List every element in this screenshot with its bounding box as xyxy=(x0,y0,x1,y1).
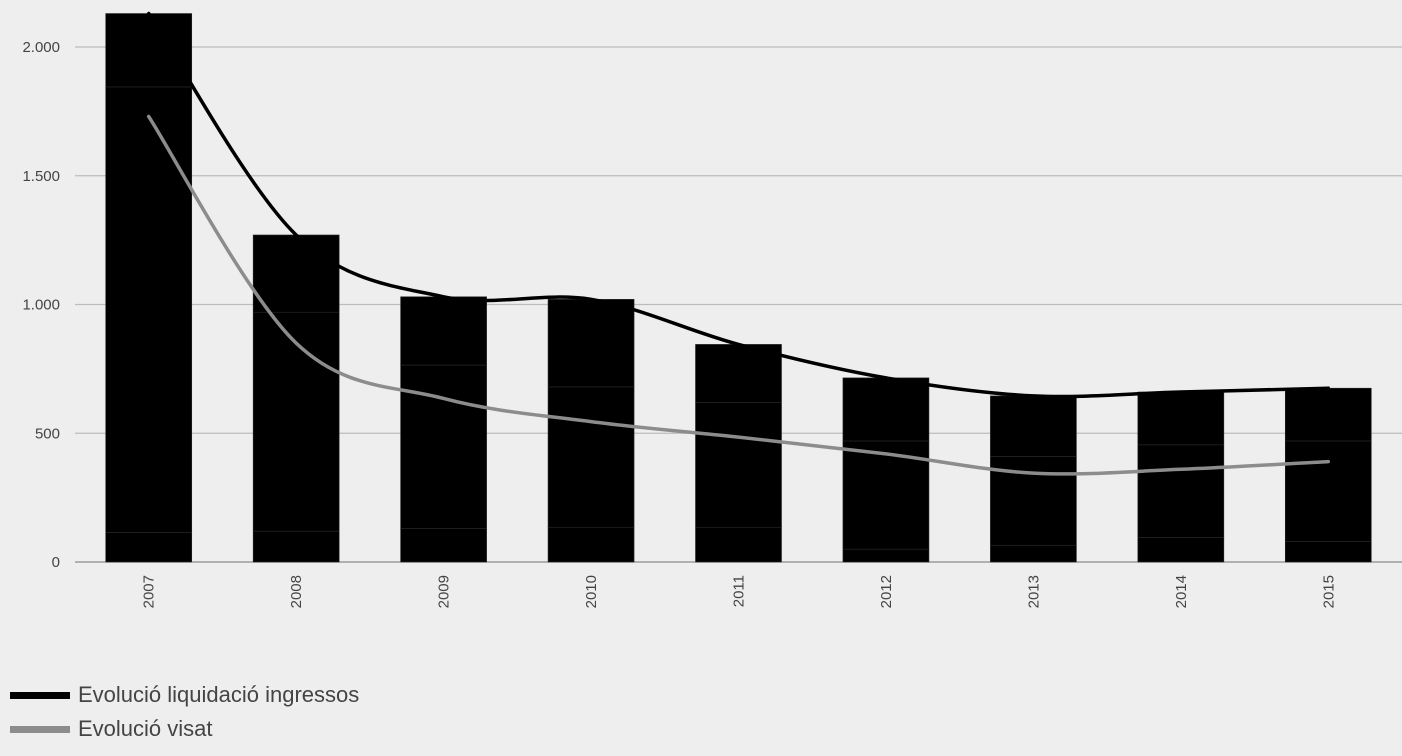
series-line-visat xyxy=(146,114,1331,476)
bar-segment xyxy=(842,548,930,563)
legend-label-visat: Evolució visat xyxy=(78,716,213,741)
bar-segment xyxy=(842,377,930,442)
chart: 0 500 1.000 1.500 2.000 2007 2008 2009 2010 2011… xyxy=(22,11,1402,608)
x-tick-label: 2007 xyxy=(141,575,158,608)
y-tick-label: 0 xyxy=(52,554,60,571)
bar-segment xyxy=(252,311,340,532)
legend-swatch-visat xyxy=(10,725,70,733)
series-line-liquidacio xyxy=(146,11,1331,399)
bar-segment xyxy=(695,344,782,403)
bar-segment xyxy=(400,528,487,563)
bar-segment xyxy=(1137,444,1225,538)
bar-segment xyxy=(252,530,340,563)
bar xyxy=(842,377,930,563)
bar-segment xyxy=(105,532,193,563)
bar xyxy=(695,344,782,563)
series-lines xyxy=(146,11,1331,476)
bar xyxy=(990,395,1077,563)
bar-segment xyxy=(1137,537,1225,563)
legend-item-visat: Evolució visat xyxy=(10,712,359,746)
bar-segment xyxy=(547,299,635,388)
bar-segment xyxy=(695,526,782,563)
y-tick-label: 500 xyxy=(35,425,60,442)
bar-segment xyxy=(695,402,782,528)
bar-segment xyxy=(1137,391,1225,446)
bars xyxy=(105,13,1372,563)
bar-segment xyxy=(105,13,193,88)
legend-swatch-liquidacio xyxy=(10,691,70,699)
x-tick-label: 2011 xyxy=(731,575,748,607)
bar xyxy=(400,296,487,563)
bar-segment xyxy=(252,234,340,313)
bar-segment xyxy=(990,395,1077,457)
x-tick-label: 2015 xyxy=(1320,575,1337,608)
y-axis-ticks: 0 500 1.000 1.500 2.000 xyxy=(22,39,60,571)
legend-item-liquidacio: Evolució liquidació ingressos xyxy=(10,678,359,712)
bar xyxy=(105,13,193,563)
x-tick-label: 2009 xyxy=(436,575,453,608)
legend: Evolució liquidació ingressos Evolució v… xyxy=(10,678,359,746)
bar-segment xyxy=(1284,387,1372,442)
bar xyxy=(1284,387,1372,563)
bar-segment xyxy=(1284,440,1372,542)
bar-segment xyxy=(400,296,487,366)
x-tick-label: 2013 xyxy=(1025,575,1042,608)
bar-segment xyxy=(990,544,1077,563)
bar-segment xyxy=(400,364,487,529)
y-tick-label: 1.000 xyxy=(22,297,60,314)
x-tick-label: 2008 xyxy=(288,575,305,608)
legend-label-liquidacio: Evolució liquidació ingressos xyxy=(78,682,360,707)
x-tick-label: 2012 xyxy=(878,575,895,608)
y-tick-label: 2.000 xyxy=(22,39,60,56)
x-tick-label: 2010 xyxy=(583,575,600,608)
bar-segment xyxy=(547,386,635,528)
bar xyxy=(547,299,635,563)
bar-segment xyxy=(547,526,635,563)
bar xyxy=(1137,391,1225,563)
y-tick-label: 1.500 xyxy=(22,168,60,185)
x-tick-label: 2014 xyxy=(1173,575,1190,608)
x-axis-ticks: 2007 2008 2009 2010 2011 2012 2013 2014 2015 xyxy=(141,575,1338,608)
bar-segment xyxy=(105,86,193,533)
bar xyxy=(252,234,340,563)
bar-segment xyxy=(1284,541,1372,563)
